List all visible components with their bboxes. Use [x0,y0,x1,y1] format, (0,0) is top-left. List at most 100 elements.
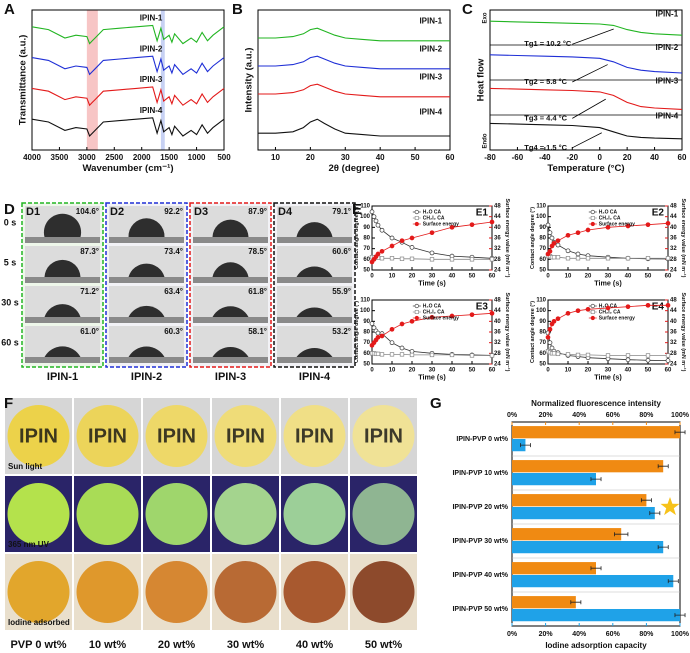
y2-tick-label: 48 [494,298,501,304]
y-axis-label: Contact angle degree (°) [354,301,360,363]
y-tick-label: 70 [363,246,370,252]
y2-tick-label: 28 [670,351,677,357]
y2-tick-label: 36 [494,330,501,336]
x-tick-label: 60 [665,274,672,280]
column-name: IPIN-4 [299,371,331,383]
y2-tick-label: 24 [670,362,677,368]
legend-marker [590,315,595,321]
point-marker [565,310,571,316]
x-tick-label: 60% [606,631,621,638]
point-marker [369,321,375,326]
category-label: IPIN-PVP 10 wt% [452,470,508,477]
x-tick-label: 60 [665,368,672,374]
tg-arrow [572,28,614,45]
y-axis-label: Transmittance (a.u.) [18,35,29,126]
legend-label: CH₂I₂ CA [599,309,621,315]
point-marker [373,218,379,224]
y2-tick-label: 44 [494,308,501,314]
row-label: 0 s [4,217,17,227]
x-tick-label: 30 [605,274,612,280]
legend-marker [414,209,419,215]
point-marker [389,243,395,249]
droplet [296,266,333,277]
y-tick-label: 50 [539,268,546,274]
legend-label: CH₂I₂ CA [423,215,445,221]
y-tick-label: 80 [363,236,370,242]
point-marker [489,219,495,225]
series-line [489,122,683,140]
series-line [31,117,225,138]
panel-letter: E [352,201,362,218]
subplot-title: E4 [652,302,665,313]
point-marker [449,257,455,262]
x-tick-label: 60 [489,368,496,374]
droplet [212,219,249,237]
y2-tick-label: 32 [670,340,677,346]
y-tick-label: 50 [539,362,546,368]
x-tick-label: 30 [429,274,436,280]
x-tick-label: 0 [370,274,374,280]
x-tick-label: 20 [585,274,592,280]
y-tick-label: 100 [360,308,371,314]
sample-disc [352,561,415,623]
y2-tick-label: 36 [670,236,677,242]
series-line [258,55,450,70]
series-label: IPIN-3 [140,75,163,84]
tg-arrow [572,132,602,149]
legend-marker [590,209,595,215]
bar [512,609,680,622]
series-label: IPIN-4 [419,107,442,116]
substrate [193,357,268,363]
point-marker [555,351,561,357]
highlight-band [160,10,165,150]
row-label: 365 nm UV [8,540,50,549]
x-axis-label: Temperature (°C) [547,163,624,174]
x-tick-label: 20 [623,153,632,162]
y-tick-label: 90 [539,319,546,325]
point-marker [469,353,475,358]
x-tick-label: -40 [539,153,551,162]
point-marker [575,256,581,261]
x-tick-label: 60 [446,153,455,162]
point-marker [375,330,381,336]
x-axis-label: Time (s) [418,279,446,288]
x-tick-label: 30 [341,153,350,162]
series-label: IPIN-2 [140,44,163,53]
y2-tick-label: 40 [670,225,677,231]
droplet [128,218,165,237]
point-marker [375,222,381,228]
point-marker [585,306,591,312]
sample-disc [145,483,208,545]
subplot-title: E1 [476,208,489,219]
point-marker [545,334,551,340]
y-tick-label: 60 [363,351,370,357]
legend-label: Surface energy [599,221,635,227]
series-line [258,118,450,137]
point-marker [379,352,385,357]
y2-axis-label: Surface energy value (mN m⁻¹) [680,293,686,372]
substrate [193,237,268,243]
x-tick-label: 2500 [105,153,123,162]
droplet [212,306,249,317]
contact-angle: 78.5° [248,247,267,256]
y-tick-label: 80 [363,330,370,336]
x-tick-label: 20% [539,631,554,638]
panel-letter: D [4,201,15,218]
point-marker [625,353,631,358]
point-marker [645,357,651,363]
y-tick-label: 70 [363,340,370,346]
bar [512,460,664,473]
series-label: IPIN-2 [419,44,442,53]
y2-tick-label: 24 [494,268,501,274]
exo-label: Exo [483,12,489,23]
x-tick-label: 1000 [188,153,206,162]
contact-angle: 61.0° [80,327,99,336]
point-marker [585,352,591,358]
panel-letter: G [430,395,442,412]
bar [512,575,674,588]
sample-disc [145,405,208,467]
x-tick-label: 50 [645,274,652,280]
legend-label: H₂O CA [423,209,442,215]
x-axis-label: 2θ (degree) [328,163,379,174]
error-bar [657,464,669,469]
